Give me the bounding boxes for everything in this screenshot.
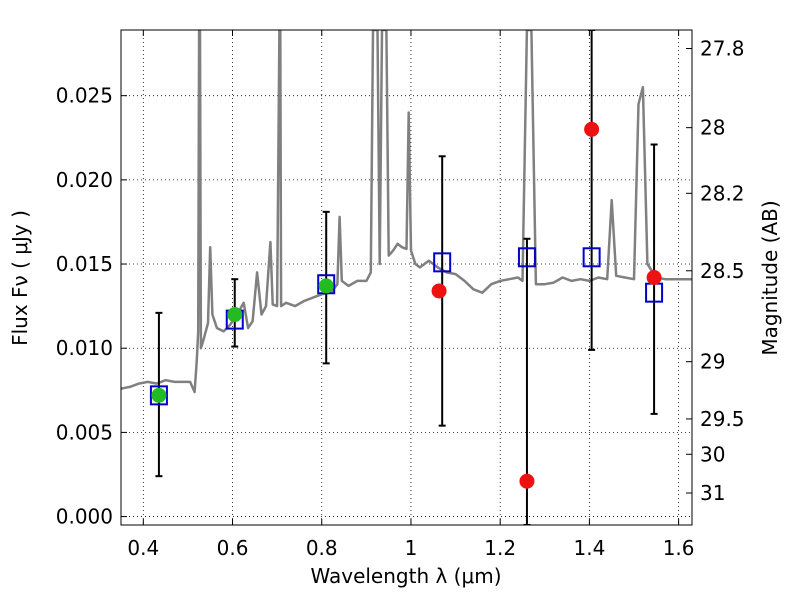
data-layer: [121, 30, 692, 525]
y-axis-title: Flux Fν ( μJy ): [8, 210, 32, 346]
y-tick-label: 0.020: [56, 168, 113, 192]
x-axis-title: Wavelength λ (μm): [310, 564, 501, 588]
green-point: [151, 387, 167, 403]
right-tick-label: 29.5: [700, 407, 745, 431]
model-square-marker: [582, 247, 601, 268]
right-tick-label: 31: [700, 481, 725, 505]
model-square-marker: [433, 252, 452, 273]
y-tick-label: 0.015: [56, 252, 113, 276]
spectrum-line: [121, 30, 692, 394]
green-point: [318, 278, 334, 294]
model-square-marker: [149, 385, 168, 406]
y-tick-label: 0.000: [56, 505, 113, 529]
right-tick-label: 28: [700, 116, 725, 140]
x-tick-label: 1.4: [573, 536, 605, 560]
right-tick-label: 30: [700, 442, 725, 466]
x-tick-label: 1.2: [484, 536, 516, 560]
y-tick-label: 0.025: [56, 84, 113, 108]
plot-frame: [120, 29, 693, 526]
red-point: [431, 283, 447, 299]
x-tick-label: 1.6: [663, 536, 695, 560]
right-tick-label: 27.8: [700, 37, 745, 61]
y-tick-label: 0.005: [56, 420, 113, 444]
model-square-marker: [517, 247, 536, 268]
red-point: [646, 270, 662, 285]
x-tick-label: 0.4: [127, 536, 159, 560]
y-tick-label: 0.010: [56, 336, 113, 360]
right-tick-label: 28.2: [700, 181, 745, 205]
x-tick-label: 0.6: [217, 536, 249, 560]
red-point: [584, 121, 600, 137]
red-point: [519, 473, 535, 489]
right-tick-label: 28.5: [700, 259, 745, 283]
grid: [121, 30, 692, 525]
green-point: [227, 307, 243, 323]
right-tick-label: 29: [700, 350, 725, 374]
right-axis-title: Magnitude (AB): [758, 200, 782, 355]
x-tick-label: 0.8: [306, 536, 338, 560]
ticks: 0.4 0.6 0.8 1 1.2 1.4 1.6 0.000 0.005 0.010 0.015 0…: [56, 30, 745, 560]
x-tick-label: 1: [405, 536, 418, 560]
